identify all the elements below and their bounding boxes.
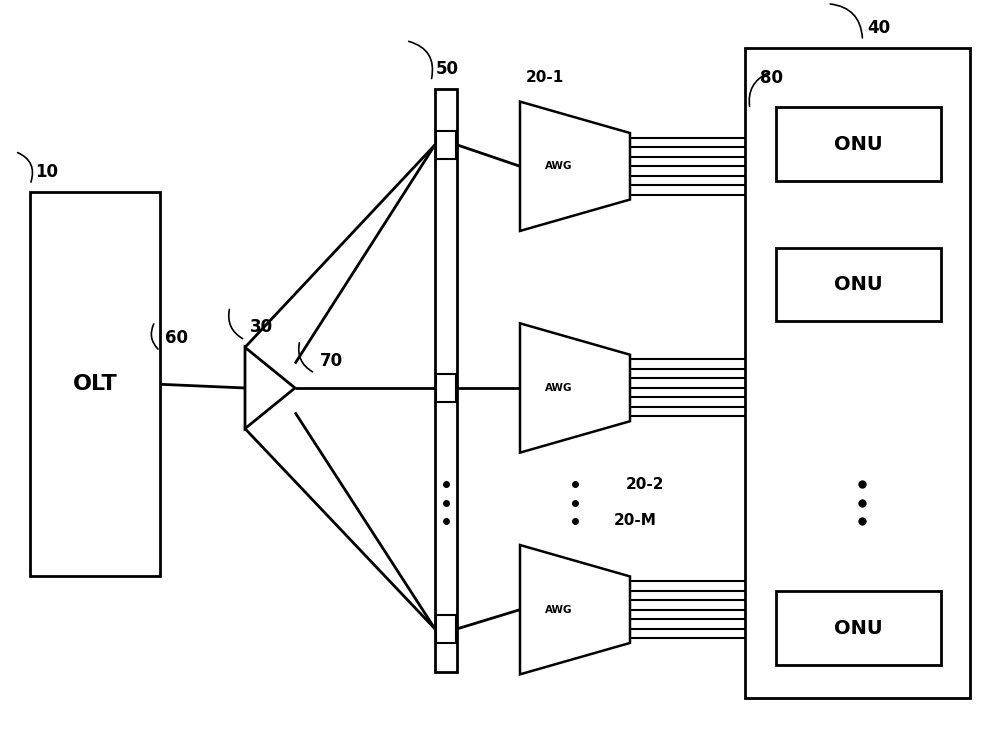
Text: AWG: AWG [545,383,572,393]
Text: ONU: ONU [834,134,882,154]
Bar [30,192,160,576]
Text: 60: 60 [165,330,188,347]
Text: ONU: ONU [834,619,882,638]
Polygon shape [245,347,295,429]
Bar [745,48,970,698]
Text: 50: 50 [436,60,459,78]
Text: 80: 80 [760,69,783,86]
Polygon shape [520,101,630,231]
Polygon shape [520,324,630,452]
Bar [436,131,456,159]
Text: 40: 40 [868,19,891,37]
Bar [435,89,457,672]
Text: 20-M: 20-M [614,514,656,528]
Text: ONU: ONU [834,275,882,294]
Bar [776,591,940,665]
Polygon shape [520,545,630,674]
Text: 20-1: 20-1 [526,70,564,85]
Bar [776,107,940,181]
Text: 70: 70 [320,352,343,370]
Text: AWG: AWG [545,605,572,615]
Bar [436,374,456,402]
Text: AWG: AWG [545,161,572,171]
Bar [776,248,940,321]
Text: OLT: OLT [73,374,117,395]
Text: 20-2: 20-2 [626,477,664,491]
Text: 10: 10 [35,163,58,181]
Bar [436,615,456,643]
Text: 30: 30 [250,319,273,336]
